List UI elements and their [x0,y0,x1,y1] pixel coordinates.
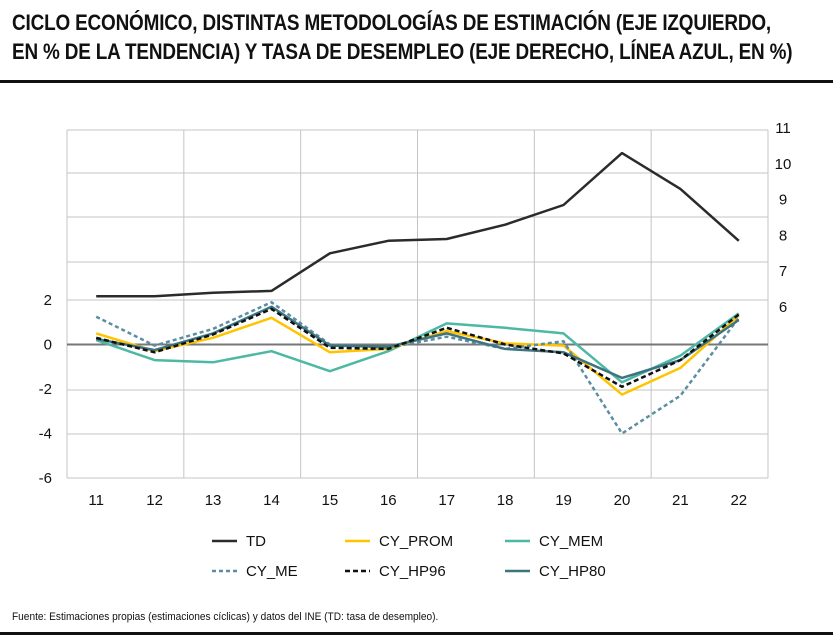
x-axis-tick-label: 11 [88,492,104,509]
right-axis-tick-label: 9 [779,192,787,209]
x-axis-tick-label: 16 [380,492,397,509]
right-axis-tick-label: 7 [779,263,787,280]
legend-label-td: TD [246,533,266,550]
x-axis-tick-label: 20 [614,492,631,509]
bottom-rule [0,632,833,635]
right-axis-tick-label: 8 [779,227,787,244]
title-rule [0,80,833,83]
x-axis-tick-label: 13 [205,492,222,509]
x-axis-tick-label: 12 [146,492,163,509]
chart-title-line-1: CICLO ECONÓMICO, DISTINTAS METODOLOGÍAS … [12,10,771,35]
x-axis-tick-label: 17 [438,492,455,509]
chart-title: CICLO ECONÓMICO, DISTINTAS METODOLOGÍAS … [12,8,793,66]
legend-label-cy-hp96: CY_HP96 [379,563,446,580]
x-axis-tick-label: 19 [555,492,572,509]
left-axis-tick-label: -6 [39,470,52,487]
x-axis-tick-label: 14 [263,492,280,509]
right-axis-tick-label: 6 [779,299,787,316]
left-axis-tick-label: 2 [44,292,52,309]
left-axis-tick-label: 0 [44,337,52,354]
x-axis-tick-label: 18 [497,492,514,509]
series-line-cy-hp80 [95,305,740,380]
series-line-cy-me [95,300,740,435]
right-axis-tick-label: 11 [775,120,791,137]
series-line-cy-hp96 [95,307,740,389]
legend-label-cy-me: CY_ME [246,563,298,580]
x-axis-tick-label: 15 [322,492,339,509]
source-note: Fuente: Estimaciones propias (estimacion… [12,611,439,623]
series-line-td [96,151,740,298]
right-axis-tick-label: 10 [775,156,792,173]
left-axis-tick-label: -4 [39,426,52,443]
legend-label-cy-hp80: CY_HP80 [539,563,606,580]
legend-label-cy-mem: CY_MEM [539,533,603,550]
legend-label-cy-prom: CY_PROM [379,533,453,550]
x-axis-tick-label: 22 [730,492,747,509]
x-axis-tick-label: 21 [672,492,689,509]
left-axis-tick-label: -2 [39,381,52,398]
chart-title-line-2: EN % DE LA TENDENCIA) Y TASA DE DESEMPLE… [12,39,793,64]
